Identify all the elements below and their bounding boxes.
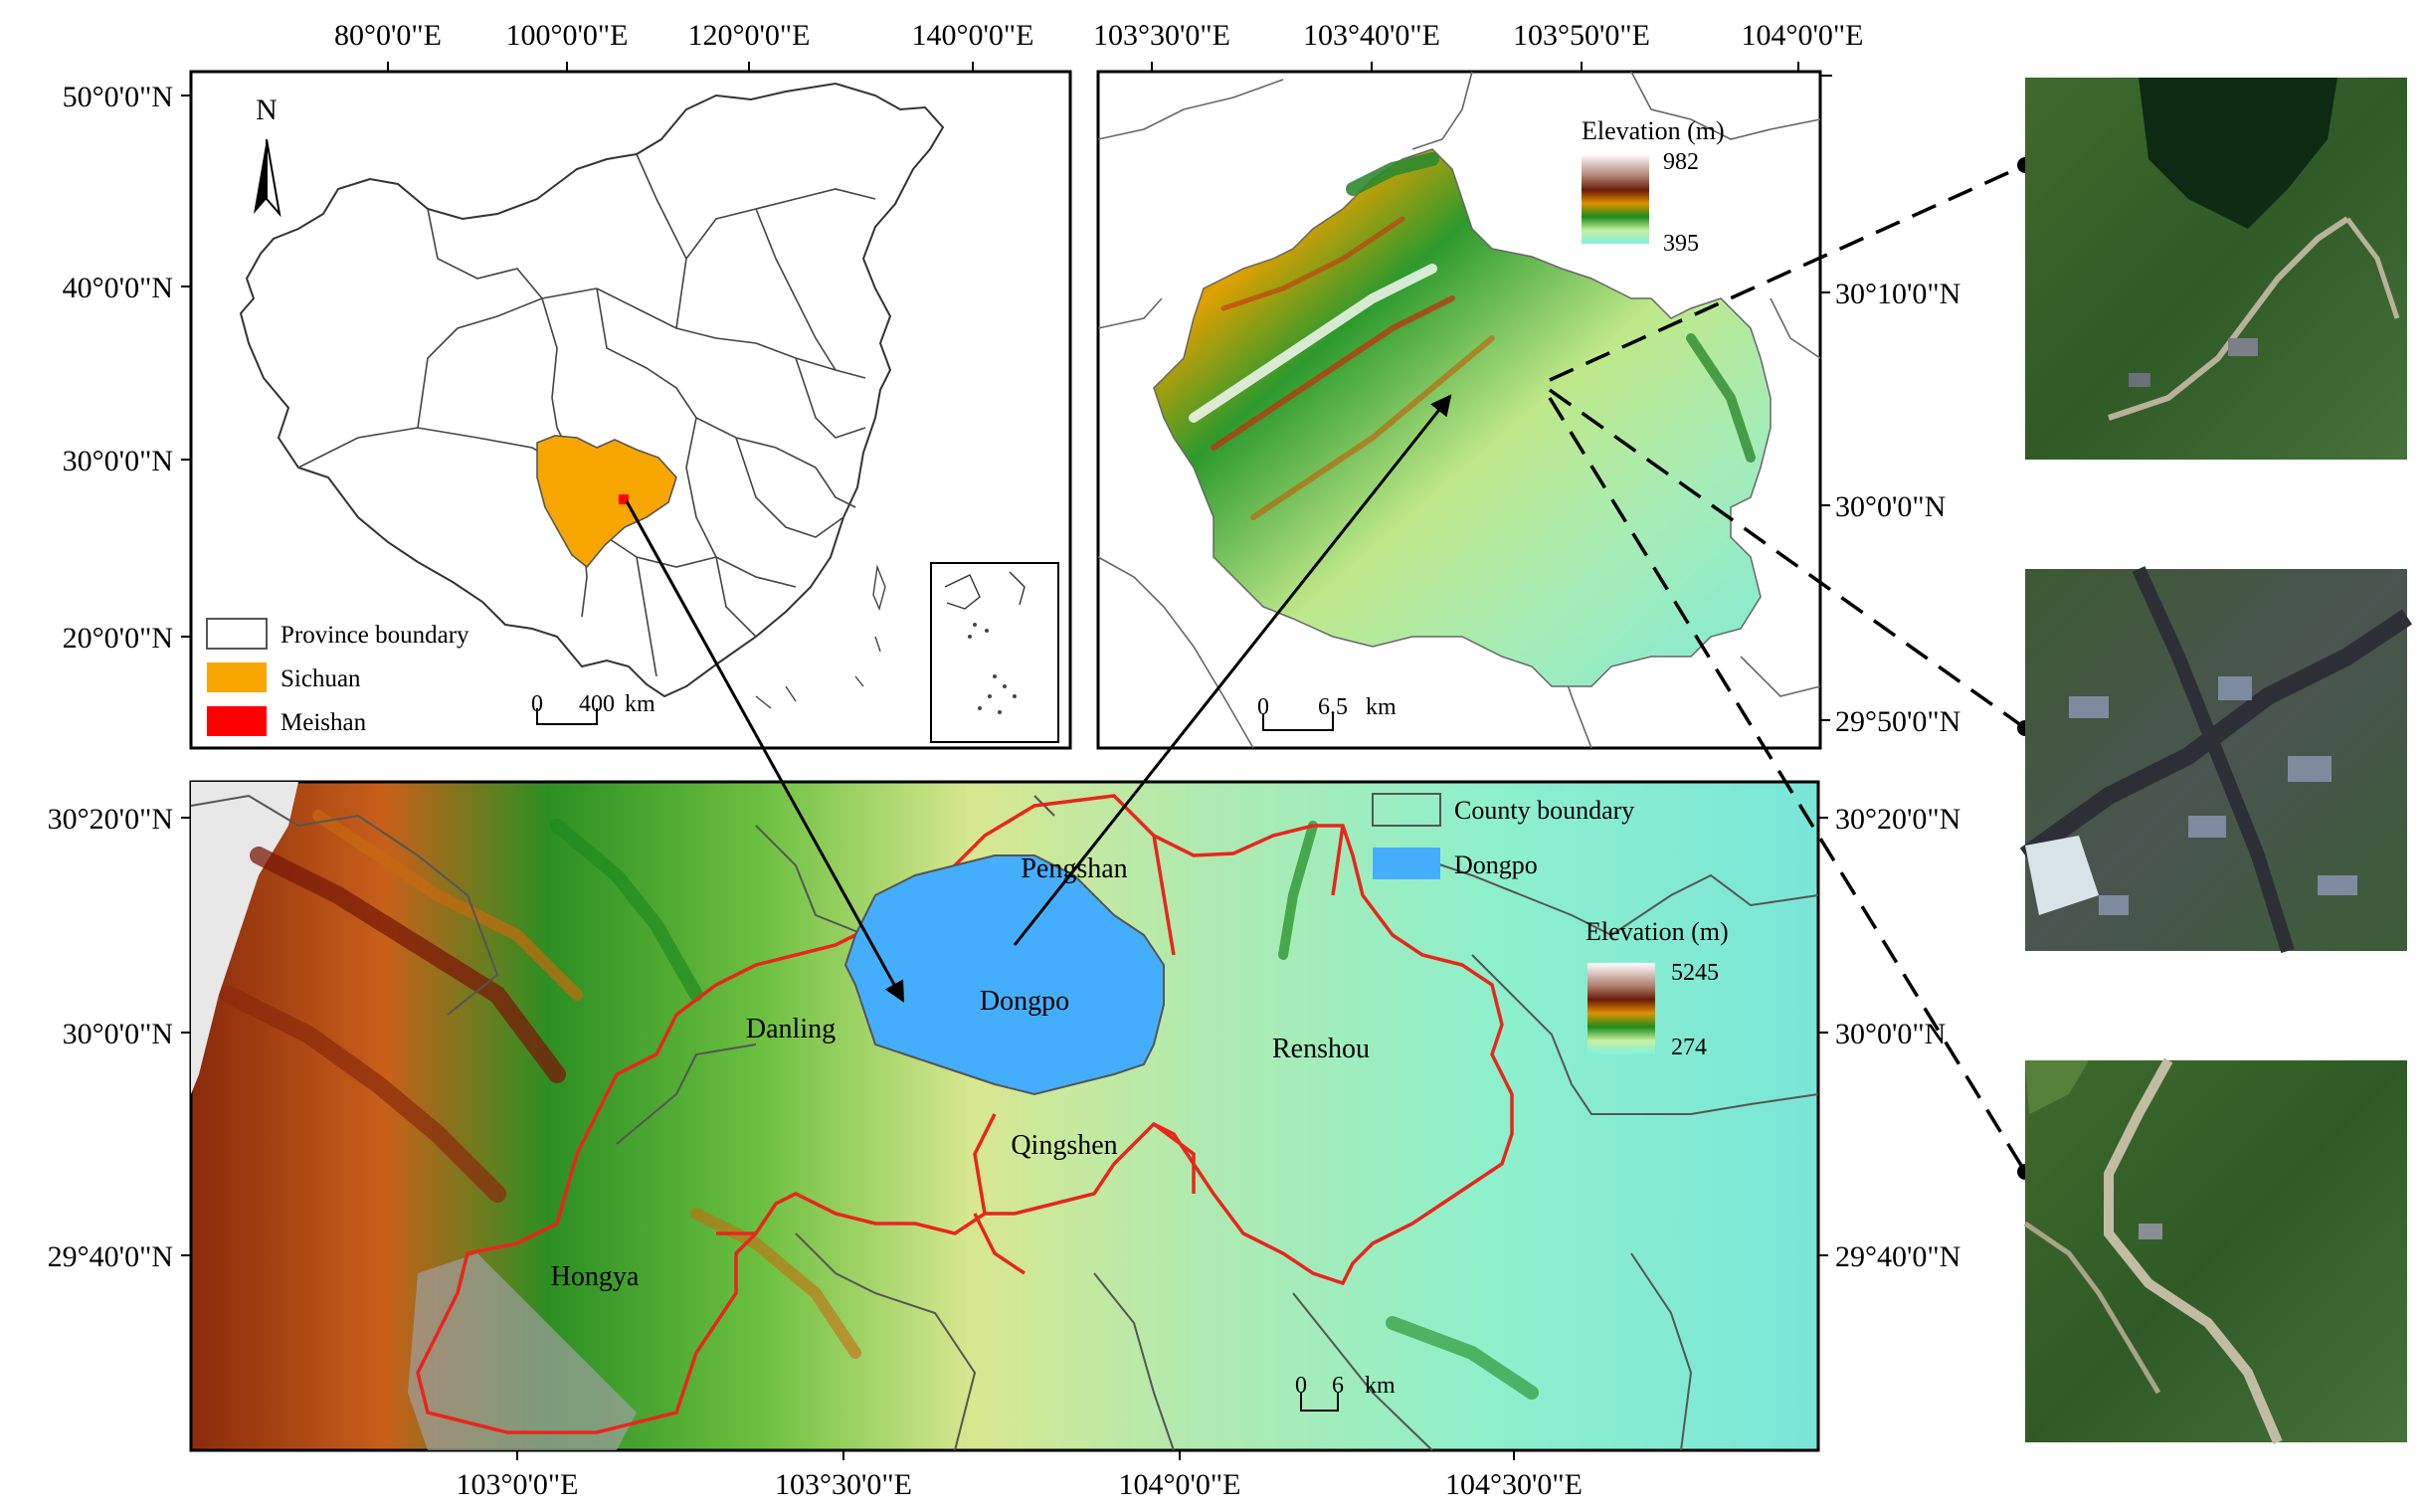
leader-line-2 bbox=[1548, 388, 2027, 730]
meishan-scalebar: 0 6 km bbox=[1295, 1373, 1396, 1412]
dongpo-map-panel: 103°30'0"E 103°40'0"E 103°50'0"E 104°0'0… bbox=[1093, 19, 1960, 750]
neighbor-boundaries bbox=[1097, 71, 1821, 749]
south-china-sea-inset bbox=[930, 562, 1059, 743]
meishan-bottom-tick-1: 103°0'0"E bbox=[457, 1468, 579, 1501]
meishan-ridges bbox=[220, 810, 1539, 1400]
county-label-qingshen: Qingshen bbox=[1011, 1130, 1117, 1161]
meishan-elevation-ramp bbox=[1587, 963, 1655, 1054]
dongpo-top-tick-4: 104°0'0"E bbox=[1742, 19, 1864, 52]
dongpo-scale-start: 0 bbox=[1257, 694, 1269, 720]
mountain-snow-area bbox=[191, 782, 298, 1094]
dongpo-top-tick-2: 103°40'0"E bbox=[1303, 19, 1440, 52]
china-left-tick-1: 50°0'0"N bbox=[63, 81, 173, 113]
legend-swatch-dongpo bbox=[1373, 848, 1440, 879]
dongpo-right-tick-2: 30°0'0"N bbox=[1835, 490, 1946, 523]
china-top-tick-2: 100°0'0"E bbox=[506, 19, 629, 52]
meishan-elev-min: 274 bbox=[1671, 1035, 1707, 1060]
meishan-left-tick-2: 30°0'0"N bbox=[63, 1018, 173, 1050]
dongpo-legend-title: Elevation (m) bbox=[1582, 116, 1725, 145]
china-top-tick-3: 120°0'0"E bbox=[688, 19, 811, 52]
county-label-danling: Danling bbox=[746, 1014, 836, 1044]
legend-label-sichuan: Sichuan bbox=[280, 665, 361, 692]
dongpo-terrain-area bbox=[1153, 148, 1772, 687]
county-label-renshou: Renshou bbox=[1272, 1034, 1370, 1064]
dongpo-top-tick-3: 103°50'0"E bbox=[1513, 19, 1650, 52]
county-label-hongya: Hongya bbox=[551, 1261, 640, 1292]
meishan-left-tick-1: 30°20'0"N bbox=[48, 803, 173, 836]
meishan-scale-start: 0 bbox=[1295, 1373, 1307, 1399]
dongpo-district-area bbox=[843, 854, 1165, 1096]
dongpo-ridges bbox=[1189, 152, 1756, 520]
arrow-dongpo-to-detail bbox=[1013, 394, 1452, 946]
legend-swatch-province bbox=[206, 618, 268, 650]
leader-line-3 bbox=[1548, 397, 2027, 1173]
legend-swatch-sichuan bbox=[207, 662, 267, 692]
legend-label-county: County boundary bbox=[1454, 796, 1634, 825]
legend-swatch-meishan bbox=[207, 706, 267, 736]
china-left-tick-3: 30°0'0"N bbox=[63, 445, 173, 477]
meishan-right-tick-3: 29°40'0"N bbox=[1835, 1240, 1960, 1273]
meishan-bottom-tick-3: 104°0'0"E bbox=[1119, 1468, 1241, 1501]
satellite-thumbnails bbox=[1548, 78, 2412, 1444]
county-label-dongpo: Dongpo bbox=[980, 986, 1069, 1017]
north-arrow-icon bbox=[254, 138, 281, 218]
meishan-legend-title: Elevation (m) bbox=[1586, 917, 1729, 946]
china-scale-start: 0 bbox=[531, 691, 543, 717]
meishan-elev-max: 5245 bbox=[1671, 960, 1719, 986]
legend-label-meishan: Meishan bbox=[280, 709, 367, 736]
china-left-tick-4: 20°0'0"N bbox=[63, 622, 173, 655]
meishan-right-tick-2: 30°0'0"N bbox=[1835, 1018, 1946, 1050]
meishan-scale-unit: km bbox=[1365, 1373, 1396, 1399]
meishan-right-tick-1: 30°20'0"N bbox=[1835, 803, 1960, 836]
china-scale-end: 400 bbox=[579, 691, 615, 717]
meishan-bottom-tick-2: 103°30'0"E bbox=[775, 1468, 912, 1501]
meishan-scale-end: 6 bbox=[1332, 1373, 1344, 1399]
meishan-internal-boundaries bbox=[716, 825, 1345, 1275]
meishan-marker bbox=[619, 494, 629, 504]
dongpo-right-tick-1: 30°10'0"N bbox=[1835, 278, 1960, 310]
dongpo-top-tick-1: 103°30'0"E bbox=[1093, 19, 1230, 52]
china-top-tick-1: 80°0'0"E bbox=[334, 19, 442, 52]
china-top-tick-4: 140°0'0"E bbox=[912, 19, 1034, 52]
dongpo-right-tick-3: 29°50'0"N bbox=[1835, 705, 1960, 738]
china-scalebar: 0 400 km bbox=[531, 691, 655, 725]
meishan-legend: County boundary Dongpo bbox=[1372, 793, 1634, 879]
china-left-tick-2: 40°0'0"N bbox=[63, 272, 173, 304]
dongpo-elev-max: 982 bbox=[1663, 149, 1699, 175]
meishan-left-tick-3: 29°40'0"N bbox=[48, 1240, 173, 1273]
panel-arrows bbox=[625, 394, 1452, 1003]
dongpo-scalebar: 0 6.5 km bbox=[1257, 694, 1397, 731]
dongpo-elev-min: 395 bbox=[1663, 231, 1699, 257]
legend-label-dongpo: Dongpo bbox=[1454, 850, 1538, 879]
china-map-panel: 80°0'0"E 100°0'0"E 120°0'0"E 140°0'0"E 5… bbox=[63, 19, 1072, 750]
legend-label-province: Province boundary bbox=[280, 622, 469, 649]
county-boundaries bbox=[190, 794, 1819, 1451]
arrow-sichuan-to-dongpo bbox=[625, 500, 905, 1003]
leader-line-1 bbox=[1549, 163, 2026, 382]
north-label: N bbox=[256, 94, 278, 126]
sichuan-province bbox=[536, 435, 677, 569]
china-scale-unit: km bbox=[625, 691, 655, 717]
dongpo-scale-unit: km bbox=[1366, 694, 1397, 720]
satellite-image-3 bbox=[2023, 1057, 2407, 1444]
dongpo-elevation-ramp bbox=[1582, 154, 1649, 244]
legend-swatch-county bbox=[1372, 793, 1441, 827]
satellite-image-1 bbox=[2025, 78, 2407, 460]
meishan-bottom-tick-4: 104°30'0"E bbox=[1445, 1468, 1583, 1501]
satellite-image-2 bbox=[2019, 566, 2412, 954]
dongpo-scale-end: 6.5 bbox=[1318, 694, 1348, 720]
meishan-map-panel: Pengshan Dongpo Danling Renshou Qingshen… bbox=[48, 780, 1960, 1501]
china-legend: Province boundary Sichuan Meishan bbox=[206, 618, 469, 736]
province-boundaries bbox=[297, 153, 876, 677]
